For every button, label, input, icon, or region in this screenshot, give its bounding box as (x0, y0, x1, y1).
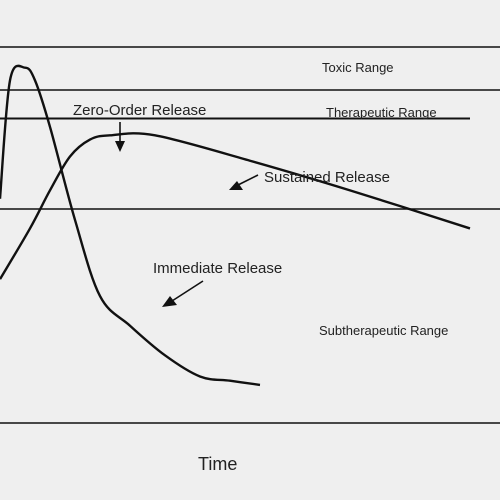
series-label-immediate-release: Immediate Release (153, 260, 282, 277)
range-label-therapeutic: Therapeutic Range (326, 105, 437, 120)
series-line-immediate-release (0, 64, 261, 387)
x-axis-label: Time (198, 454, 237, 474)
series-line-sustained-release (0, 132, 471, 280)
range-label-toxic: Toxic Range (322, 60, 394, 75)
sustained-release-arrow (229, 174, 259, 190)
immediate-release-arrow (162, 280, 204, 307)
series-label-sustained-release: Sustained Release (264, 169, 390, 186)
series-label-zero-order-release: Zero-Order Release (73, 102, 206, 119)
range-label-subtherapeutic: Subtherapeutic Range (319, 323, 448, 338)
zero-order-arrow (115, 122, 125, 152)
